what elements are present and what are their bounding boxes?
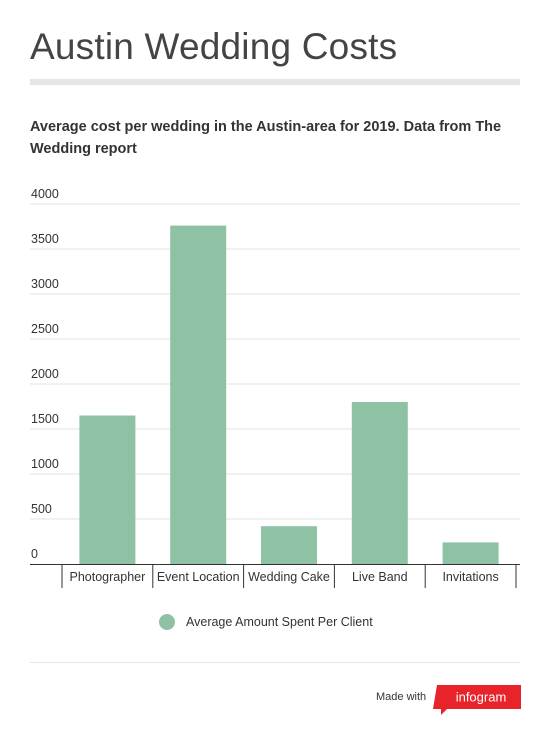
infogram-logo[interactable]: infogram xyxy=(433,685,521,715)
made-with-label: Made with xyxy=(376,691,427,703)
bar-invitations[interactable] xyxy=(442,542,499,564)
x-axis xyxy=(30,564,520,588)
legend: Average Amount Spent Per Client xyxy=(159,613,373,631)
bar-photographer[interactable] xyxy=(79,415,136,565)
bar-wedding-cake[interactable] xyxy=(261,526,317,564)
title-divider xyxy=(30,79,520,85)
x-tick-label: Wedding Cake xyxy=(248,570,330,584)
y-tick-label: 2500 xyxy=(31,322,59,336)
x-tick-label: Event Location xyxy=(157,570,240,584)
page-title: Austin Wedding Costs xyxy=(30,26,398,67)
footer-divider xyxy=(30,662,520,663)
y-tick-label: 0 xyxy=(31,547,38,561)
y-tick-label: 3000 xyxy=(31,277,59,291)
bars xyxy=(79,225,499,565)
y-axis-ticks: 0 500 1000 1500 2000 2500 3000 3500 4000 xyxy=(31,187,59,561)
x-axis-ticks: Photographer Event Location Wedding Cake Li… xyxy=(70,570,499,584)
bar-chart: 0 500 1000 1500 2000 2500 3000 3500 4000 Photogr… xyxy=(30,187,520,588)
y-tick-label: 1500 xyxy=(31,412,59,426)
bar-event-location[interactable] xyxy=(170,225,227,564)
y-tick-label: 2000 xyxy=(31,367,59,381)
y-tick-label: 500 xyxy=(31,502,52,516)
y-tick-label: 4000 xyxy=(31,187,59,201)
y-tick-label: 1000 xyxy=(31,457,59,471)
x-tick-label: Live Band xyxy=(352,570,408,584)
x-tick-label: Photographer xyxy=(70,570,146,584)
x-tick-label: Invitations xyxy=(442,570,498,584)
bar-live-band[interactable] xyxy=(351,402,408,564)
legend-swatch xyxy=(159,614,175,630)
legend-label: Average Amount Spent Per Client xyxy=(186,615,373,629)
chart-subtitle: Average cost per wedding in the Austin-a… xyxy=(30,119,502,157)
y-tick-label: 3500 xyxy=(31,232,59,246)
infogram-logo-text: infogram xyxy=(456,690,507,705)
